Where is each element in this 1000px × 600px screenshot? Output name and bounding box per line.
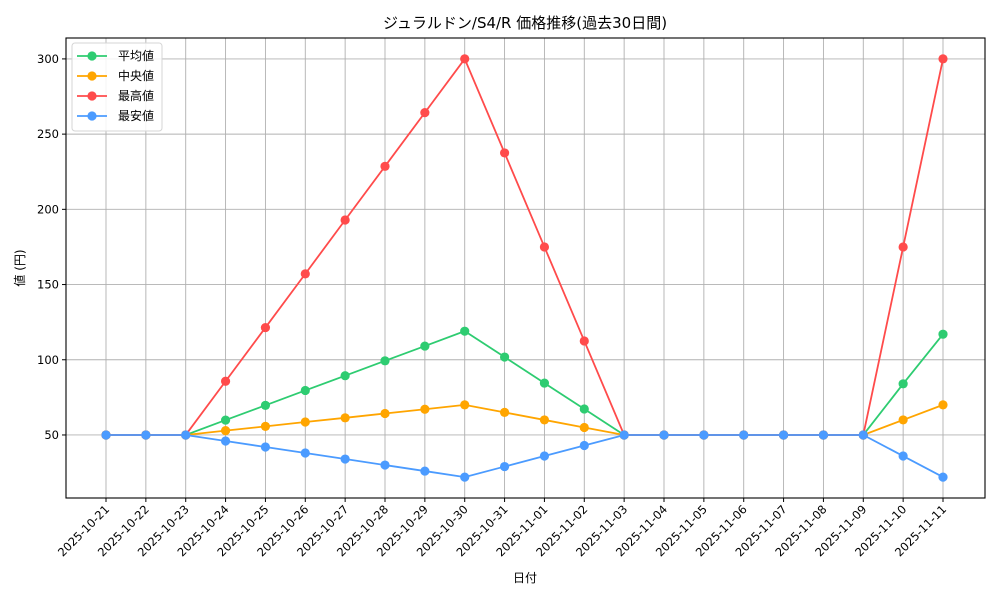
legend-marker-icon: [87, 51, 97, 61]
data-point-marker: [460, 472, 470, 482]
legend-item: 最高値: [77, 88, 154, 103]
data-point-marker: [579, 440, 589, 451]
data-point-marker: [539, 378, 550, 388]
data-point-marker: [260, 442, 271, 452]
data-point-marker: [818, 430, 829, 440]
plot-frame: [65, 37, 986, 499]
legend-label: 中央値: [118, 68, 154, 83]
data-point-marker: [898, 415, 908, 425]
data-point-marker: [699, 430, 709, 440]
data-point-marker: [340, 215, 350, 225]
x-axis-label: 日付: [513, 571, 537, 585]
data-point-marker: [460, 326, 470, 336]
data-point-marker: [340, 454, 350, 464]
y-tick-label: 50: [44, 428, 59, 442]
data-point-marker: [260, 322, 271, 333]
data-point-marker: [938, 472, 948, 482]
data-point-marker: [460, 400, 470, 410]
data-point-marker: [579, 404, 589, 414]
series-line: [106, 434, 944, 479]
y-axis-label: 値 (円): [12, 249, 27, 286]
y-axis-ticks: 50 100 150 200 250 300: [37, 52, 66, 442]
data-point-marker: [499, 407, 510, 418]
data-point-marker: [420, 108, 430, 118]
data-point-marker: [579, 336, 589, 346]
legend-item: 中央値: [77, 68, 154, 83]
data-point-marker: [938, 54, 948, 64]
data-point-marker: [420, 466, 430, 476]
data-point-marker: [898, 451, 908, 461]
data-point-marker: [938, 400, 948, 410]
data-point-marker: [380, 356, 390, 366]
data-point-marker: [141, 430, 151, 440]
data-point-marker: [220, 376, 231, 386]
legend-item: 平均値: [77, 48, 154, 63]
data-point-marker: [300, 385, 310, 396]
data-point-marker: [340, 371, 350, 381]
legend-marker-icon: [87, 71, 97, 81]
data-point-marker: [579, 422, 589, 433]
series-layer: [101, 54, 948, 482]
data-point-marker: [898, 379, 908, 389]
data-point-marker: [938, 329, 948, 339]
data-point-marker: [739, 430, 749, 440]
y-tick-label: 150: [37, 278, 59, 292]
data-point-marker: [460, 54, 470, 64]
data-point-marker: [340, 413, 350, 423]
data-point-marker: [260, 421, 271, 431]
legend-marker-icon: [87, 111, 97, 121]
data-point-marker: [220, 436, 231, 446]
data-point-marker: [858, 430, 868, 440]
data-point-marker: [300, 448, 310, 458]
data-point-marker: [499, 461, 510, 472]
legend-box: [71, 42, 163, 132]
legend-label: 最高値: [118, 88, 154, 103]
data-point-marker: [539, 415, 550, 425]
data-point-marker: [539, 242, 550, 252]
legend-marker-icon: [87, 91, 97, 101]
data-point-marker: [499, 352, 510, 362]
data-point-marker: [220, 415, 231, 425]
data-point-marker: [420, 341, 430, 351]
y-tick-label: 300: [37, 52, 59, 66]
data-point-marker: [499, 148, 510, 158]
legend-label: 最安値: [118, 108, 154, 123]
data-point-marker: [380, 161, 390, 171]
y-tick-label: 200: [37, 202, 59, 216]
data-point-marker: [220, 426, 231, 436]
data-point-marker: [300, 269, 310, 279]
data-point-marker: [898, 242, 908, 252]
series-3: [101, 430, 948, 482]
data-point-marker: [380, 460, 390, 470]
data-point-marker: [659, 430, 669, 440]
legend-item: 最安値: [77, 108, 154, 123]
data-point-marker: [300, 417, 310, 427]
y-tick-label: 250: [37, 127, 59, 141]
data-point-marker: [260, 400, 271, 410]
data-point-marker: [778, 430, 789, 440]
chart-title: ジュラルドン/S4/R 価格推移(過去30日間): [383, 14, 667, 32]
y-tick-label: 100: [37, 353, 59, 367]
data-point-marker: [181, 430, 191, 440]
data-point-marker: [101, 430, 111, 440]
data-point-marker: [380, 408, 390, 419]
data-point-marker: [539, 451, 550, 461]
data-point-marker: [420, 404, 430, 414]
data-point-marker: [619, 430, 629, 440]
legend-label: 平均値: [118, 48, 154, 63]
